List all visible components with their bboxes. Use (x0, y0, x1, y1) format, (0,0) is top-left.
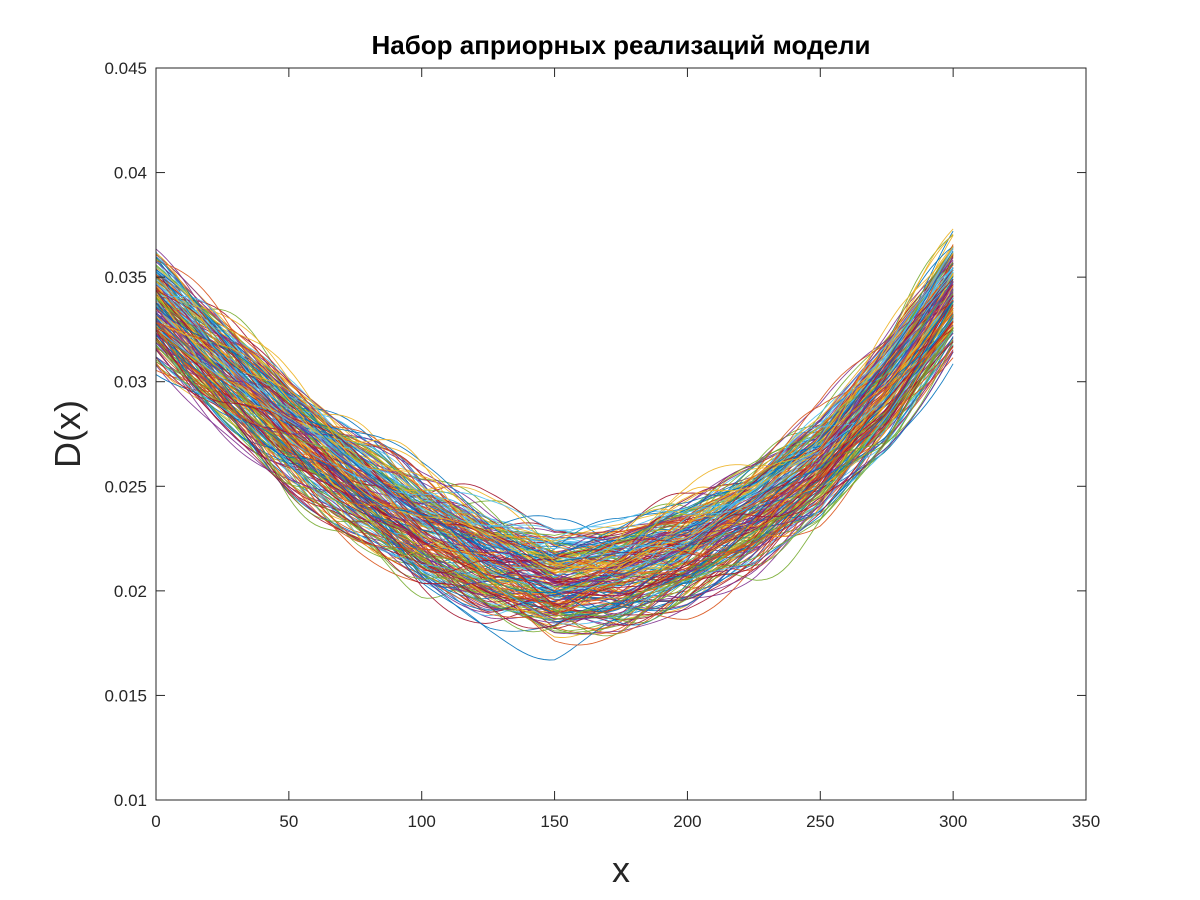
realization-line (155, 351, 954, 638)
realization-line (155, 294, 954, 586)
realization-line (155, 339, 954, 646)
realization-line (155, 299, 954, 608)
x-tick-label: 150 (540, 812, 568, 831)
axes-box (155, 67, 1087, 801)
realization-line (155, 282, 954, 585)
x-tick-label: 300 (939, 812, 967, 831)
realization-curves (155, 228, 954, 661)
x-axis-label: x (612, 849, 630, 890)
realization-line (155, 260, 954, 549)
realization-line (155, 330, 954, 625)
realization-line (155, 284, 954, 561)
realization-line (155, 228, 954, 565)
x-tick-label: 50 (279, 812, 298, 831)
realization-line (155, 363, 954, 661)
x-tick-label: 250 (806, 812, 834, 831)
realization-line (155, 244, 954, 540)
realization-line (155, 300, 954, 594)
y-tick-label: 0.02 (114, 582, 147, 601)
y-tick-label: 0.03 (114, 373, 147, 392)
x-tick-label: 100 (408, 812, 436, 831)
realization-line (155, 250, 954, 556)
ticks: 0 50 100 150 200 250 300 350 0.01 0.015 0.02 0.025 0… (104, 59, 1100, 831)
realization-line (155, 285, 954, 573)
realization-line (155, 248, 954, 559)
realization-line (155, 329, 954, 633)
realization-line (155, 341, 954, 629)
realization-line (155, 316, 954, 613)
chart-title: Набор априорных реализаций модели (371, 30, 870, 60)
y-axis-label: D(x) (47, 400, 88, 468)
y-tick-label: 0.025 (104, 477, 147, 496)
axes (155, 67, 1087, 801)
realization-line (155, 327, 954, 630)
realization-line (155, 312, 954, 614)
realization-line (155, 282, 954, 582)
realization-line (155, 328, 954, 621)
x-tick-label: 200 (673, 812, 701, 831)
y-tick-label: 0.045 (104, 59, 147, 78)
realization-line (155, 233, 954, 562)
realization-line (155, 330, 954, 637)
realization-line (155, 321, 954, 597)
realization-line (155, 326, 954, 619)
realization-line (155, 247, 954, 570)
realization-line (155, 295, 954, 605)
y-tick-label: 0.015 (104, 686, 147, 705)
realization-line (155, 321, 954, 604)
x-tick-label: 0 (151, 812, 160, 831)
realization-line (155, 314, 954, 619)
realization-line (155, 280, 954, 569)
y-tick-label: 0.035 (104, 268, 147, 287)
realization-line (155, 348, 954, 620)
realization-line (155, 246, 954, 569)
x-tick-label: 350 (1072, 812, 1100, 831)
y-tick-label: 0.04 (114, 164, 147, 183)
realization-line (155, 300, 954, 598)
y-tick-label: 0.01 (114, 791, 147, 810)
realization-line (155, 345, 954, 623)
